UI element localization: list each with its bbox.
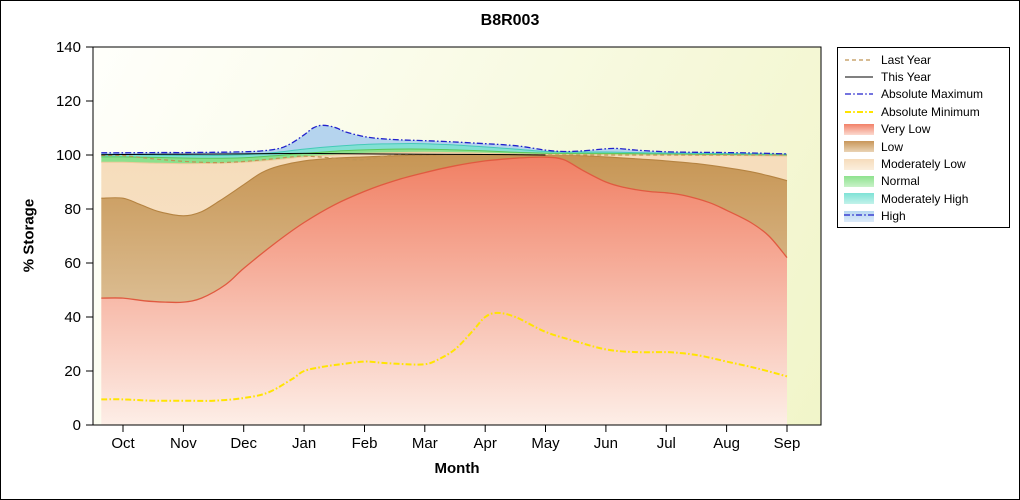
band-very-low [101,157,788,425]
legend-line-sample [845,93,873,96]
legend-item-low: Low [838,138,1009,155]
x-tick-label: Apr [474,435,497,452]
x-tick-label: Mar [412,435,438,452]
legend-line-sample [845,110,873,113]
x-tick-label: Jun [594,435,618,452]
legend-item-very-low: Very Low [838,121,1009,138]
y-tick-label: 60 [64,255,81,272]
band-low [101,154,788,303]
x-tick-label: Jul [657,435,676,452]
legend-item-moderately-low: Moderately Low [838,155,1009,172]
y-tick-label: 140 [56,39,81,56]
x-tick-label: Nov [170,435,197,452]
legend-label: Very Low [881,122,931,137]
legend-color-swatch [844,158,874,170]
x-tick-label: Dec [230,435,257,452]
legend-line-sample [845,76,873,78]
axis-ticks: 0 20 40 60 80 100 120 140 Oct Nov Dec Jan Feb Mar Apr M… [56,39,800,452]
legend-item-absolute-maximum: Absolute Maximum [838,86,1009,103]
line-last-year [101,154,787,164]
y-tick-label: 100 [56,147,81,164]
legend-label: Moderately Low [881,157,966,172]
chart-title: B8R003 [480,12,540,29]
x-tick-label: May [531,435,560,452]
x-tick-label: Aug [713,435,740,452]
x-tick-label: Jan [292,435,316,452]
legend-label: Absolute Minimum [881,104,980,119]
legend-color-swatch [844,141,874,153]
x-tick-label: Feb [352,435,378,452]
legend-item-this-year: This Year [838,68,1009,85]
band-moderately-high [101,143,788,159]
line-absolute-maximum [101,124,788,155]
boundary-moderately-high [101,143,788,157]
y-tick-label: 80 [64,201,81,218]
legend-item-normal: Normal [838,173,1009,190]
legend-label: High [881,209,906,224]
legend-item-last-year: Last Year [838,51,1009,68]
legend-label: Normal [881,174,920,189]
legend-color-swatch [844,210,874,222]
legend-item-high: High [838,208,1009,225]
x-tick-label: Oct [111,435,135,452]
boundary-normal [101,148,788,159]
x-axis-label: Month [434,460,480,477]
legend-item-moderately-high: Moderately High [838,190,1009,207]
legend-label: Low [881,139,904,154]
chart-legend: Last Year This Year Absolute Maximum Absolu… [837,47,1010,228]
legend-label: Last Year [881,52,932,67]
y-tick-label: 0 [73,417,81,434]
y-tick-label: 120 [56,93,81,110]
legend-color-swatch [844,193,874,205]
legend-color-swatch [844,123,874,135]
y-tick-label: 20 [64,363,81,380]
band-moderately-low [101,152,788,216]
legend-label: This Year [881,70,932,85]
line-this-year [101,152,546,156]
legend-label: Absolute Maximum [881,87,984,102]
boundary-very-low [101,156,788,304]
legend-item-absolute-minimum: Absolute Minimum [838,103,1009,120]
legend-label: Moderately High [881,191,969,206]
x-tick-label: Sep [774,435,801,452]
legend-line-sample [845,59,873,61]
legend-color-swatch [844,175,874,187]
y-tick-label: 40 [64,309,81,326]
plot-border [92,46,822,426]
